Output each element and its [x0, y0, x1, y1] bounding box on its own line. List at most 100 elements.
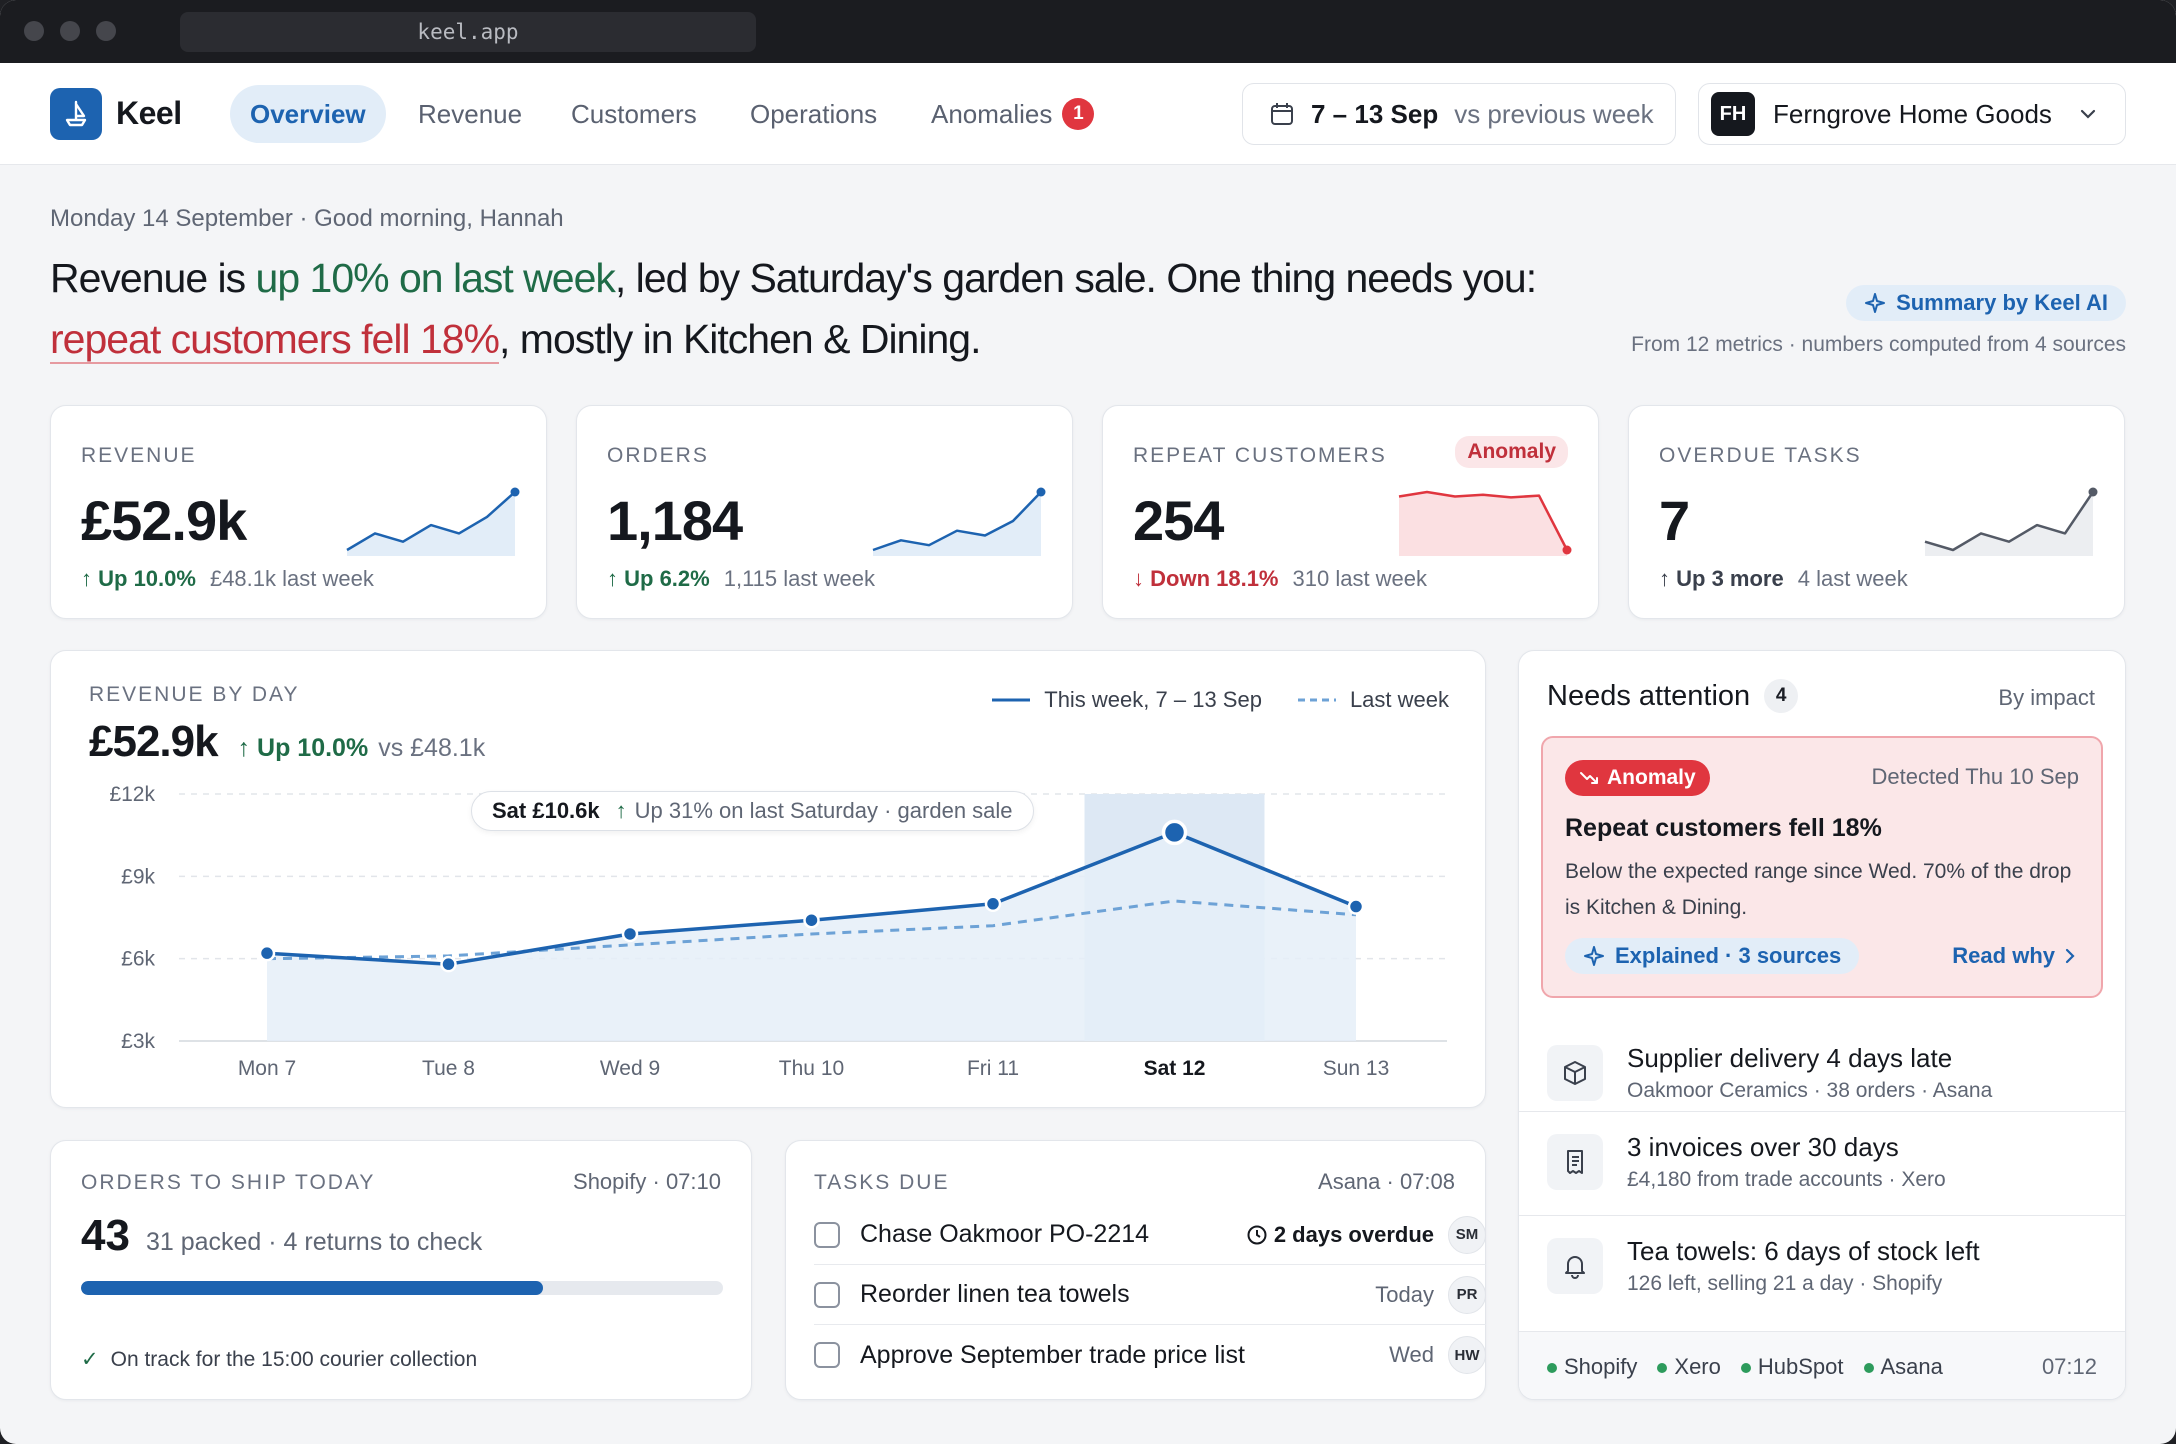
kpi-delta: ↑ Up 10.0% £48.1k last week — [81, 566, 374, 592]
attention-item-sub: Oakmoor Ceramics · 38 orders · Asana — [1627, 1079, 1993, 1102]
sparkline-line — [1398, 490, 1569, 551]
attention-item[interactable]: 3 invoices over 30 days £4,180 from trad… — [1519, 1111, 2125, 1215]
source-item: Asana — [1863, 1354, 1943, 1380]
ship-section-label: ORDERS TO SHIP TODAY — [81, 1171, 376, 1194]
attention-count: 4 — [1764, 679, 1799, 713]
task-row[interactable]: Chase Oakmoor PO-2214 2 days overdue SM — [814, 1205, 1486, 1265]
window-close-dot[interactable] — [24, 21, 44, 41]
legend-solid-line — [992, 698, 1031, 702]
this-week-point — [1161, 819, 1188, 846]
task-row[interactable]: Approve September trade price list Wed H… — [814, 1325, 1486, 1385]
attention-item[interactable]: Tea towels: 6 days of stock left 126 lef… — [1519, 1215, 2125, 1319]
sparkline-endpoint — [1562, 545, 1572, 555]
headline-negative-link[interactable]: repeat customers fell 18% — [50, 316, 500, 364]
arrow-down-icon: ↓ — [1133, 566, 1144, 591]
task-due: 2 days overdue — [1246, 1222, 1434, 1248]
source-item: HubSpot — [1740, 1354, 1844, 1380]
kpi-card-orders[interactable]: ORDERS 1,184 ↑ Up 6.2% 1,115 last week — [576, 405, 1073, 619]
headline-text: , led by Saturday's garden sale. One thi… — [614, 255, 1537, 301]
kpi-label: REVENUE — [81, 444, 197, 467]
task-row[interactable]: Reorder linen tea towels Today PR — [814, 1265, 1486, 1325]
kpi-previous: £48.1k last week — [209, 566, 374, 591]
attention-item-title: Tea towels: 6 days of stock left — [1627, 1236, 1980, 1266]
task-checkbox[interactable] — [814, 1221, 840, 1248]
url-bar[interactable]: keel.app — [180, 12, 756, 52]
bell-icon — [1547, 1238, 1603, 1294]
attention-item-title: Supplier delivery 4 days late — [1627, 1043, 1953, 1073]
window-maximize-dot[interactable] — [96, 21, 116, 41]
attention-item-sub: £4,180 from trade accounts · Xero — [1627, 1168, 1946, 1191]
ship-progress-bar — [81, 1281, 723, 1295]
app-name: Keel — [116, 95, 182, 131]
read-why-link[interactable]: Read why — [1952, 943, 2077, 969]
kpi-previous: 1,115 last week — [723, 566, 875, 591]
account-avatar: FH — [1711, 92, 1755, 136]
sparkline-line — [872, 491, 1042, 552]
tab-label: Operations — [750, 98, 878, 129]
kpi-card-overdue-tasks[interactable]: OVERDUE TASKS 7 ↑ Up 3 more 4 last week — [1628, 405, 2125, 619]
attention-title: Needs attention — [1547, 679, 1751, 712]
y-tick-label: £9k — [121, 865, 155, 888]
chart-total: £52.9k — [89, 717, 219, 766]
tooltip-value: Sat £10.6k — [492, 798, 600, 823]
last-week-line — [266, 899, 1357, 961]
attention-item[interactable]: Supplier delivery 4 days late Oakmoor Ce… — [1519, 1023, 2125, 1127]
kpi-card-revenue[interactable]: REVENUE £52.9k ↑ Up 10.0% £48.1k last wee… — [50, 405, 547, 619]
kpi-delta: ↑ Up 6.2% 1,115 last week — [607, 566, 875, 592]
attention-sort[interactable]: By impact — [1998, 685, 2095, 710]
chevron-right-icon — [2065, 948, 2075, 964]
headline-positive: up 10% on last week — [255, 255, 616, 301]
kpi-card-repeat-customers[interactable]: REPEAT CUSTOMERS Anomaly 254 ↓ Down 18.1… — [1102, 405, 1599, 619]
this-week-point — [1347, 898, 1365, 915]
tab-anomalies[interactable]: Anomalies 1 — [911, 85, 1114, 143]
kpi-delta: ↑ Up 3 more 4 last week — [1659, 566, 1908, 592]
kpi-label: ORDERS — [607, 444, 709, 467]
revenue-line-chart: £3k £6k £9k £12k Mon 7 Tue 8 Wed 9 Thu 10 Fri 11… — [109, 783, 1447, 1080]
task-text: Approve September trade price list — [860, 1340, 1245, 1369]
anomaly-alert[interactable]: Anomaly Detected Thu 10 Sep Repeat custo… — [1541, 736, 2103, 998]
sparkle-icon — [1584, 946, 1604, 966]
trend-down-icon — [1580, 772, 1598, 784]
date-range: 7 – 13 Sep — [1311, 98, 1439, 129]
attention-item-sub: 126 left, selling 21 a day · Shopify — [1627, 1272, 1943, 1295]
tab-label: Customers — [571, 98, 697, 129]
y-tick-label: £12k — [109, 783, 155, 806]
x-tick-label: Sat 12 — [1144, 1057, 1206, 1080]
arrow-up-icon: ↑ — [81, 566, 92, 591]
orders-to-ship-card[interactable]: ORDERS TO SHIP TODAY Shopify · 07:10 43 … — [50, 1140, 752, 1400]
ai-summary-badge[interactable]: Summary by Keel AI — [1846, 285, 2126, 321]
logo-icon[interactable] — [50, 88, 102, 140]
anomaly-body: Below the expected range since Wed. 70% … — [1565, 860, 2072, 919]
anomaly-chip-label: Anomaly — [1607, 766, 1696, 789]
sparkline — [872, 487, 1046, 556]
task-due-text: 2 days overdue — [1273, 1221, 1434, 1247]
sparkline-area — [347, 492, 515, 556]
kpi-label: REPEAT CUSTOMERS — [1133, 444, 1387, 467]
legend-this-week: This week, 7 – 13 Sep — [1044, 687, 1262, 712]
date-range-picker[interactable]: 7 – 13 Sep vs previous week — [1242, 83, 1676, 145]
arrow-up-icon: ↑ — [615, 798, 627, 823]
this-week-area — [267, 832, 1356, 1041]
sparkline-area — [873, 492, 1041, 556]
assignee-avatar: PR — [1448, 1275, 1486, 1314]
arrow-up-icon: ↑ — [1659, 566, 1670, 591]
tab-revenue[interactable]: Revenue — [398, 85, 542, 143]
explained-chip[interactable]: Explained · 3 sources — [1565, 938, 1860, 974]
tab-operations[interactable]: Operations — [730, 85, 897, 143]
task-checkbox[interactable] — [814, 1342, 840, 1368]
tab-customers[interactable]: Customers — [551, 85, 717, 143]
anomaly-title: Repeat customers fell 18% — [1565, 814, 1882, 842]
date-compare: vs previous week — [1454, 98, 1654, 129]
account-switcher[interactable]: FH Ferngrove Home Goods — [1698, 83, 2126, 145]
kpi-label: OVERDUE TASKS — [1659, 444, 1862, 467]
tab-overview[interactable]: Overview — [230, 85, 386, 143]
sparkline-line — [1924, 491, 2095, 552]
assignee-avatar: HW — [1448, 1336, 1486, 1374]
task-checkbox[interactable] — [814, 1281, 840, 1308]
ai-summary-label: Summary by Keel AI — [1896, 290, 2108, 315]
assignee-avatar: SM — [1448, 1215, 1486, 1254]
kpi-value: 7 — [1659, 489, 1690, 552]
window-minimize-dot[interactable] — [60, 21, 80, 41]
sparkline-area — [1399, 492, 1567, 556]
